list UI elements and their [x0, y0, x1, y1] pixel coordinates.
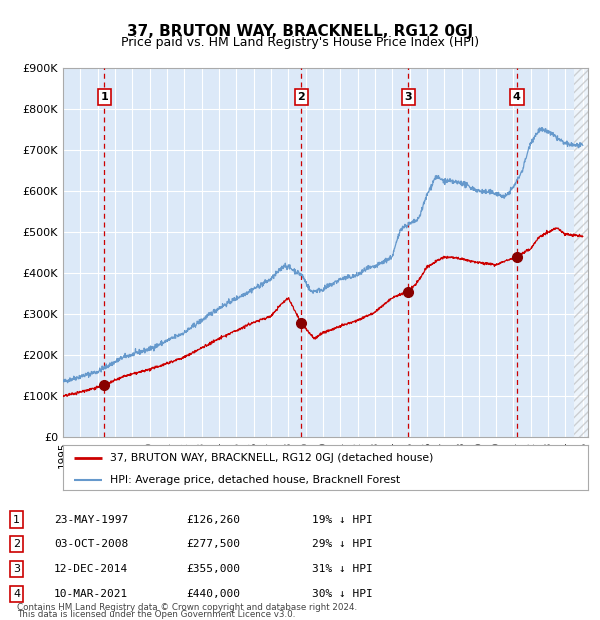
Bar — [574, 68, 588, 437]
Text: 23-MAY-1997: 23-MAY-1997 — [54, 515, 128, 525]
Text: Contains HM Land Registry data © Crown copyright and database right 2024.: Contains HM Land Registry data © Crown c… — [17, 603, 357, 612]
Text: 3: 3 — [13, 564, 20, 574]
Text: £355,000: £355,000 — [186, 564, 240, 574]
Text: 19% ↓ HPI: 19% ↓ HPI — [312, 515, 373, 525]
Text: Price paid vs. HM Land Registry's House Price Index (HPI): Price paid vs. HM Land Registry's House … — [121, 36, 479, 49]
Text: £440,000: £440,000 — [186, 589, 240, 599]
Text: £277,500: £277,500 — [186, 539, 240, 549]
Text: 30% ↓ HPI: 30% ↓ HPI — [312, 589, 373, 599]
Text: 31% ↓ HPI: 31% ↓ HPI — [312, 564, 373, 574]
Text: 2: 2 — [298, 92, 305, 102]
Text: 1: 1 — [13, 515, 20, 525]
Text: 3: 3 — [404, 92, 412, 102]
Text: 29% ↓ HPI: 29% ↓ HPI — [312, 539, 373, 549]
Text: 37, BRUTON WAY, BRACKNELL, RG12 0GJ (detached house): 37, BRUTON WAY, BRACKNELL, RG12 0GJ (det… — [110, 453, 434, 463]
Text: 2: 2 — [13, 539, 20, 549]
Text: This data is licensed under the Open Government Licence v3.0.: This data is licensed under the Open Gov… — [17, 610, 295, 619]
Text: 10-MAR-2021: 10-MAR-2021 — [54, 589, 128, 599]
Text: 37, BRUTON WAY, BRACKNELL, RG12 0GJ: 37, BRUTON WAY, BRACKNELL, RG12 0GJ — [127, 24, 473, 38]
Text: 12-DEC-2014: 12-DEC-2014 — [54, 564, 128, 574]
Text: 4: 4 — [513, 92, 521, 102]
Text: HPI: Average price, detached house, Bracknell Forest: HPI: Average price, detached house, Brac… — [110, 475, 400, 485]
Text: 03-OCT-2008: 03-OCT-2008 — [54, 539, 128, 549]
Text: 4: 4 — [13, 589, 20, 599]
Text: 1: 1 — [100, 92, 108, 102]
Text: £126,260: £126,260 — [186, 515, 240, 525]
